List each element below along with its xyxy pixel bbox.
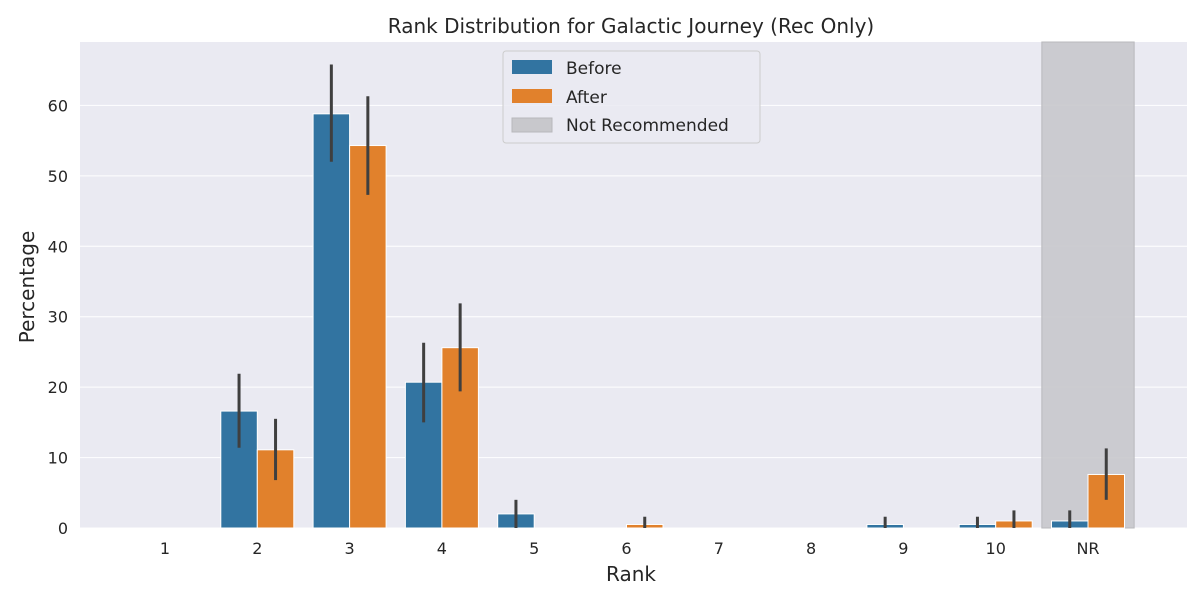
- y-tick-label: 0: [58, 519, 68, 538]
- x-tick-label: 5: [529, 539, 539, 558]
- legend-swatch-after: [512, 89, 552, 103]
- bar-before: [312, 113, 351, 529]
- not-recommended-band-layer: [1041, 41, 1135, 529]
- x-tick-label: 7: [714, 539, 724, 558]
- y-tick-labels: 0 10 20 30 40 50 60: [48, 96, 68, 538]
- x-tick-label: 3: [345, 539, 355, 558]
- not-recommended-band: [1041, 41, 1135, 529]
- x-tick-labels: 1 2 3 4 5 6 7 8 9 10 NR: [160, 539, 1100, 558]
- x-tick-label: 1: [160, 539, 170, 558]
- legend-label-before: Before: [566, 59, 622, 79]
- y-tick-label: 50: [48, 167, 68, 186]
- x-tick-label: 9: [898, 539, 908, 558]
- x-tick-label: 2: [252, 539, 262, 558]
- bar-before: [404, 381, 443, 529]
- error-bars: [237, 64, 1108, 528]
- x-axis-label: Rank: [606, 562, 656, 586]
- legend-frame: [502, 50, 761, 144]
- legend: Before After Not Recommended: [502, 50, 761, 144]
- y-tick-label: 20: [48, 378, 68, 397]
- y-tick-label: 60: [48, 96, 68, 115]
- y-tick-label: 40: [48, 237, 68, 256]
- x-tick-label: NR: [1076, 539, 1099, 558]
- y-axis-label: Percentage: [15, 231, 39, 344]
- legend-swatch-before: [512, 60, 552, 74]
- x-tick-label: 10: [986, 539, 1006, 558]
- y-tick-label: 30: [48, 308, 68, 327]
- chart-title: Rank Distribution for Galactic Journey (…: [388, 14, 874, 38]
- legend-label-not-recommended: Not Recommended: [566, 116, 729, 136]
- x-tick-label: 4: [437, 539, 447, 558]
- legend-swatch-not-recommended: [511, 117, 553, 133]
- x-tick-label: 8: [806, 539, 816, 558]
- x-tick-label: 6: [621, 539, 631, 558]
- legend-label-after: After: [566, 88, 607, 108]
- bar-after: [349, 145, 387, 529]
- y-tick-label: 10: [48, 449, 68, 468]
